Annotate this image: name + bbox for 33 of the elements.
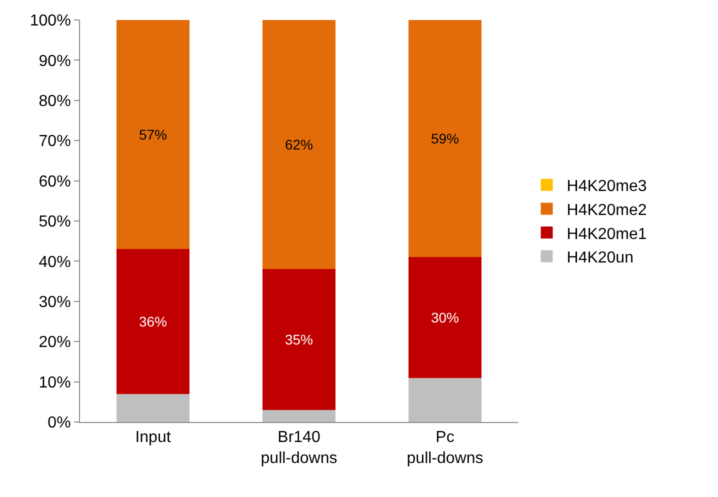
y-tick-label: 70% [38,133,71,150]
y-tick-label: 40% [38,254,71,271]
data-label: 36% [138,314,168,330]
data-label: 35% [284,332,314,348]
bar [408,378,482,422]
bar [262,410,336,422]
bar [116,249,190,394]
legend-label: H4K20me2 [566,202,647,219]
data-label: 57% [138,126,168,143]
x-tick-label: Pc pull-downs [406,429,484,467]
y-tick-label: 50% [38,214,71,231]
legend-label: H4K20me1 [566,226,647,243]
bar [262,269,336,410]
y-tick-label: 60% [38,173,71,190]
bar [116,394,190,422]
y-tick-label: 20% [38,334,71,352]
bar [408,257,482,378]
data-label: 62% [284,136,314,153]
data-label: 59% [430,130,460,147]
data-label: 30% [430,309,460,326]
y-tick-label: 10% [38,374,71,392]
y-tick-label: 90% [38,52,71,70]
y-tick-label: 30% [38,294,71,311]
bar [408,20,482,258]
bar [116,20,190,250]
legend-label: H4K20un [566,250,634,267]
y-tick-label: 0% [48,414,71,432]
y-tick-label: 80% [38,93,71,110]
legend-label: H4K20me3 [566,178,647,196]
x-tick-label: Input [135,429,172,446]
bar [262,20,336,270]
y-tick-label: 100% [30,12,71,30]
x-tick-label: Br140 pull-downs [260,429,338,467]
